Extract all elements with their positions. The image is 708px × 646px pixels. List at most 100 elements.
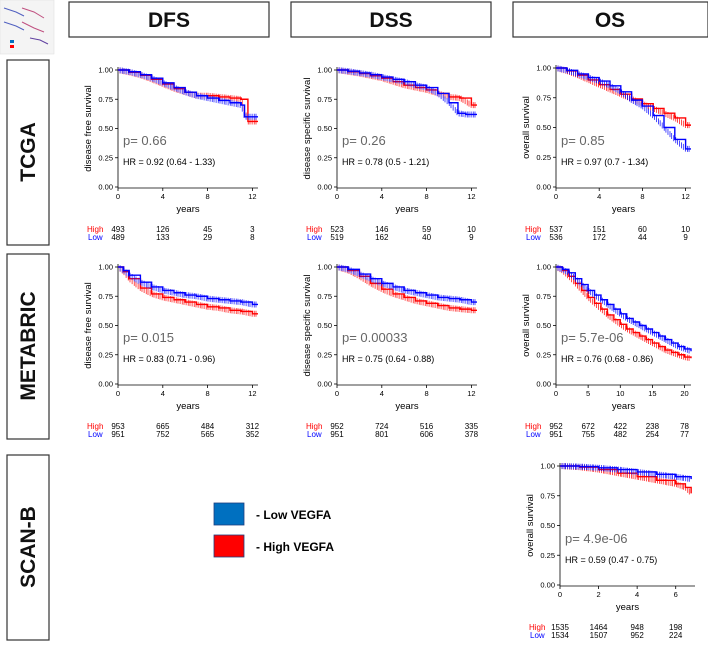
- y-tick-label: 0.00: [536, 380, 551, 389]
- hazard-ratio: HR = 0.75 (0.64 - 0.88): [342, 354, 434, 364]
- risk-count-low: 951: [549, 430, 563, 439]
- censor-marks-low: [338, 264, 476, 306]
- survival-chart-tcga-dss: 0.00 0.25 0.50 0.75 1.00 0 4 8 12 disease specifi…: [302, 66, 477, 242]
- risk-count-low: 77: [680, 430, 689, 439]
- risk-count-low: 40: [422, 233, 431, 242]
- x-tick-label: 8: [640, 192, 644, 201]
- row-label-metabric-text: METABRIC: [17, 291, 40, 400]
- risk-count-high: 78: [680, 422, 689, 431]
- risk-label-high: High: [529, 623, 545, 632]
- x-tick-label: 20: [680, 389, 688, 398]
- risk-label-high: High: [87, 422, 103, 431]
- y-tick-label: 0.75: [540, 491, 555, 500]
- risk-count-high: 484: [201, 422, 215, 431]
- p-value: p= 0.00033: [342, 330, 407, 345]
- y-tick-label: 0.50: [536, 321, 551, 330]
- risk-count-low: 952: [630, 631, 644, 640]
- x-tick-label: 4: [597, 192, 601, 201]
- censor-marks-low: [557, 264, 690, 354]
- risk-count-low: 489: [111, 233, 125, 242]
- risk-count-high: 10: [681, 225, 690, 234]
- risk-count-low: 378: [465, 430, 479, 439]
- risk-count-high: 10: [467, 225, 476, 234]
- column-header-dfs: DFS: [68, 1, 270, 38]
- y-tick-label: 0.75: [98, 292, 113, 301]
- risk-count-low: 536: [549, 233, 563, 242]
- risk-count-high: 151: [593, 225, 607, 234]
- risk-count-low: 951: [330, 430, 344, 439]
- y-tick-label: 0.00: [540, 581, 555, 590]
- y-tick-label: 1.00: [317, 66, 332, 75]
- censor-marks-low: [119, 265, 257, 308]
- risk-label-high: High: [525, 422, 541, 431]
- risk-count-low: 519: [330, 233, 344, 242]
- hazard-ratio: HR = 0.92 (0.64 - 1.33): [123, 157, 215, 167]
- risk-count-low: 951: [111, 430, 125, 439]
- x-tick-label: 12: [681, 192, 689, 201]
- risk-count-high: 952: [549, 422, 563, 431]
- risk-label-low: Low: [526, 233, 541, 242]
- censor-marks-low: [561, 463, 690, 482]
- row-label-scanb-text: SCAN-B: [17, 506, 40, 588]
- legend-swatch-low: [213, 502, 245, 526]
- risk-count-high: 523: [330, 225, 344, 234]
- risk-label-low: Low: [526, 430, 541, 439]
- x-tick-label: 0: [554, 389, 558, 398]
- y-axis-title: overall survival: [525, 494, 536, 557]
- risk-label-low: Low: [307, 233, 322, 242]
- risk-count-low: 224: [669, 631, 683, 640]
- y-tick-label: 0.50: [317, 124, 332, 133]
- y-axis-title: overall survival: [521, 96, 532, 159]
- x-tick-label: 0: [116, 389, 120, 398]
- y-tick-label: 1.00: [536, 64, 551, 73]
- y-axis-title: disease specific survival: [302, 78, 313, 180]
- y-tick-label: 0.50: [536, 123, 551, 132]
- column-header-os-label: OS: [595, 9, 625, 32]
- column-header-dss-label: DSS: [369, 9, 412, 32]
- y-tick-label: 0.50: [98, 321, 113, 330]
- survival-chart-tcga-os: 0.00 0.25 0.50 0.75 1.00 0 4 8 12 overall surviva…: [521, 64, 691, 242]
- x-tick-label: 4: [161, 192, 165, 201]
- risk-label-high: High: [87, 225, 103, 234]
- risk-count-high: 146: [375, 225, 389, 234]
- y-tick-label: 0.25: [536, 153, 551, 162]
- p-value: p= 0.015: [123, 330, 174, 345]
- column-header-os: OS: [512, 1, 708, 38]
- p-value: p= 4.9e-06: [565, 531, 628, 546]
- hazard-ratio: HR = 0.76 (0.68 - 0.86): [561, 354, 653, 364]
- y-tick-label: 1.00: [98, 263, 113, 272]
- y-tick-label: 0.75: [317, 95, 332, 104]
- legend-label-high: - High VEGFA: [256, 540, 334, 554]
- y-tick-label: 1.00: [98, 66, 113, 75]
- risk-count-high: 126: [156, 225, 170, 234]
- risk-count-low: 755: [581, 430, 595, 439]
- y-tick-label: 0.00: [536, 183, 551, 192]
- hazard-ratio: HR = 0.78 (0.5 - 1.21): [342, 157, 429, 167]
- y-tick-label: 0.00: [98, 183, 113, 192]
- risk-count-low: 352: [246, 430, 260, 439]
- risk-count-low: 9: [683, 233, 688, 242]
- x-tick-label: 12: [467, 389, 475, 398]
- row-label-metabric: METABRIC: [6, 253, 50, 440]
- risk-count-low: 162: [375, 233, 389, 242]
- p-value: p= 0.85: [561, 133, 605, 148]
- hazard-ratio: HR = 0.59 (0.47 - 0.75): [565, 555, 657, 565]
- x-tick-label: 10: [616, 389, 624, 398]
- legend: - Low VEGFA - High VEGFA: [213, 502, 334, 558]
- x-tick-label: 4: [635, 590, 639, 599]
- risk-count-low: 254: [646, 430, 660, 439]
- risk-count-high: 60: [638, 225, 647, 234]
- survival-chart-tcga-dfs: 0.00 0.25 0.50 0.75 1.00 0 4 8 12 disease free su…: [83, 66, 258, 242]
- risk-count-low: 482: [614, 430, 628, 439]
- risk-label-low: Low: [530, 631, 545, 640]
- risk-label-low: Low: [307, 430, 322, 439]
- y-tick-label: 0.00: [98, 380, 113, 389]
- y-tick-label: 0.50: [98, 124, 113, 133]
- p-value: p= 0.66: [123, 133, 167, 148]
- x-tick-label: 0: [116, 192, 120, 201]
- risk-count-high: 312: [246, 422, 260, 431]
- km-line-high: [118, 266, 258, 315]
- risk-count-low: 9: [469, 233, 474, 242]
- legend-swatch-high: [213, 534, 245, 558]
- risk-count-high: 516: [420, 422, 434, 431]
